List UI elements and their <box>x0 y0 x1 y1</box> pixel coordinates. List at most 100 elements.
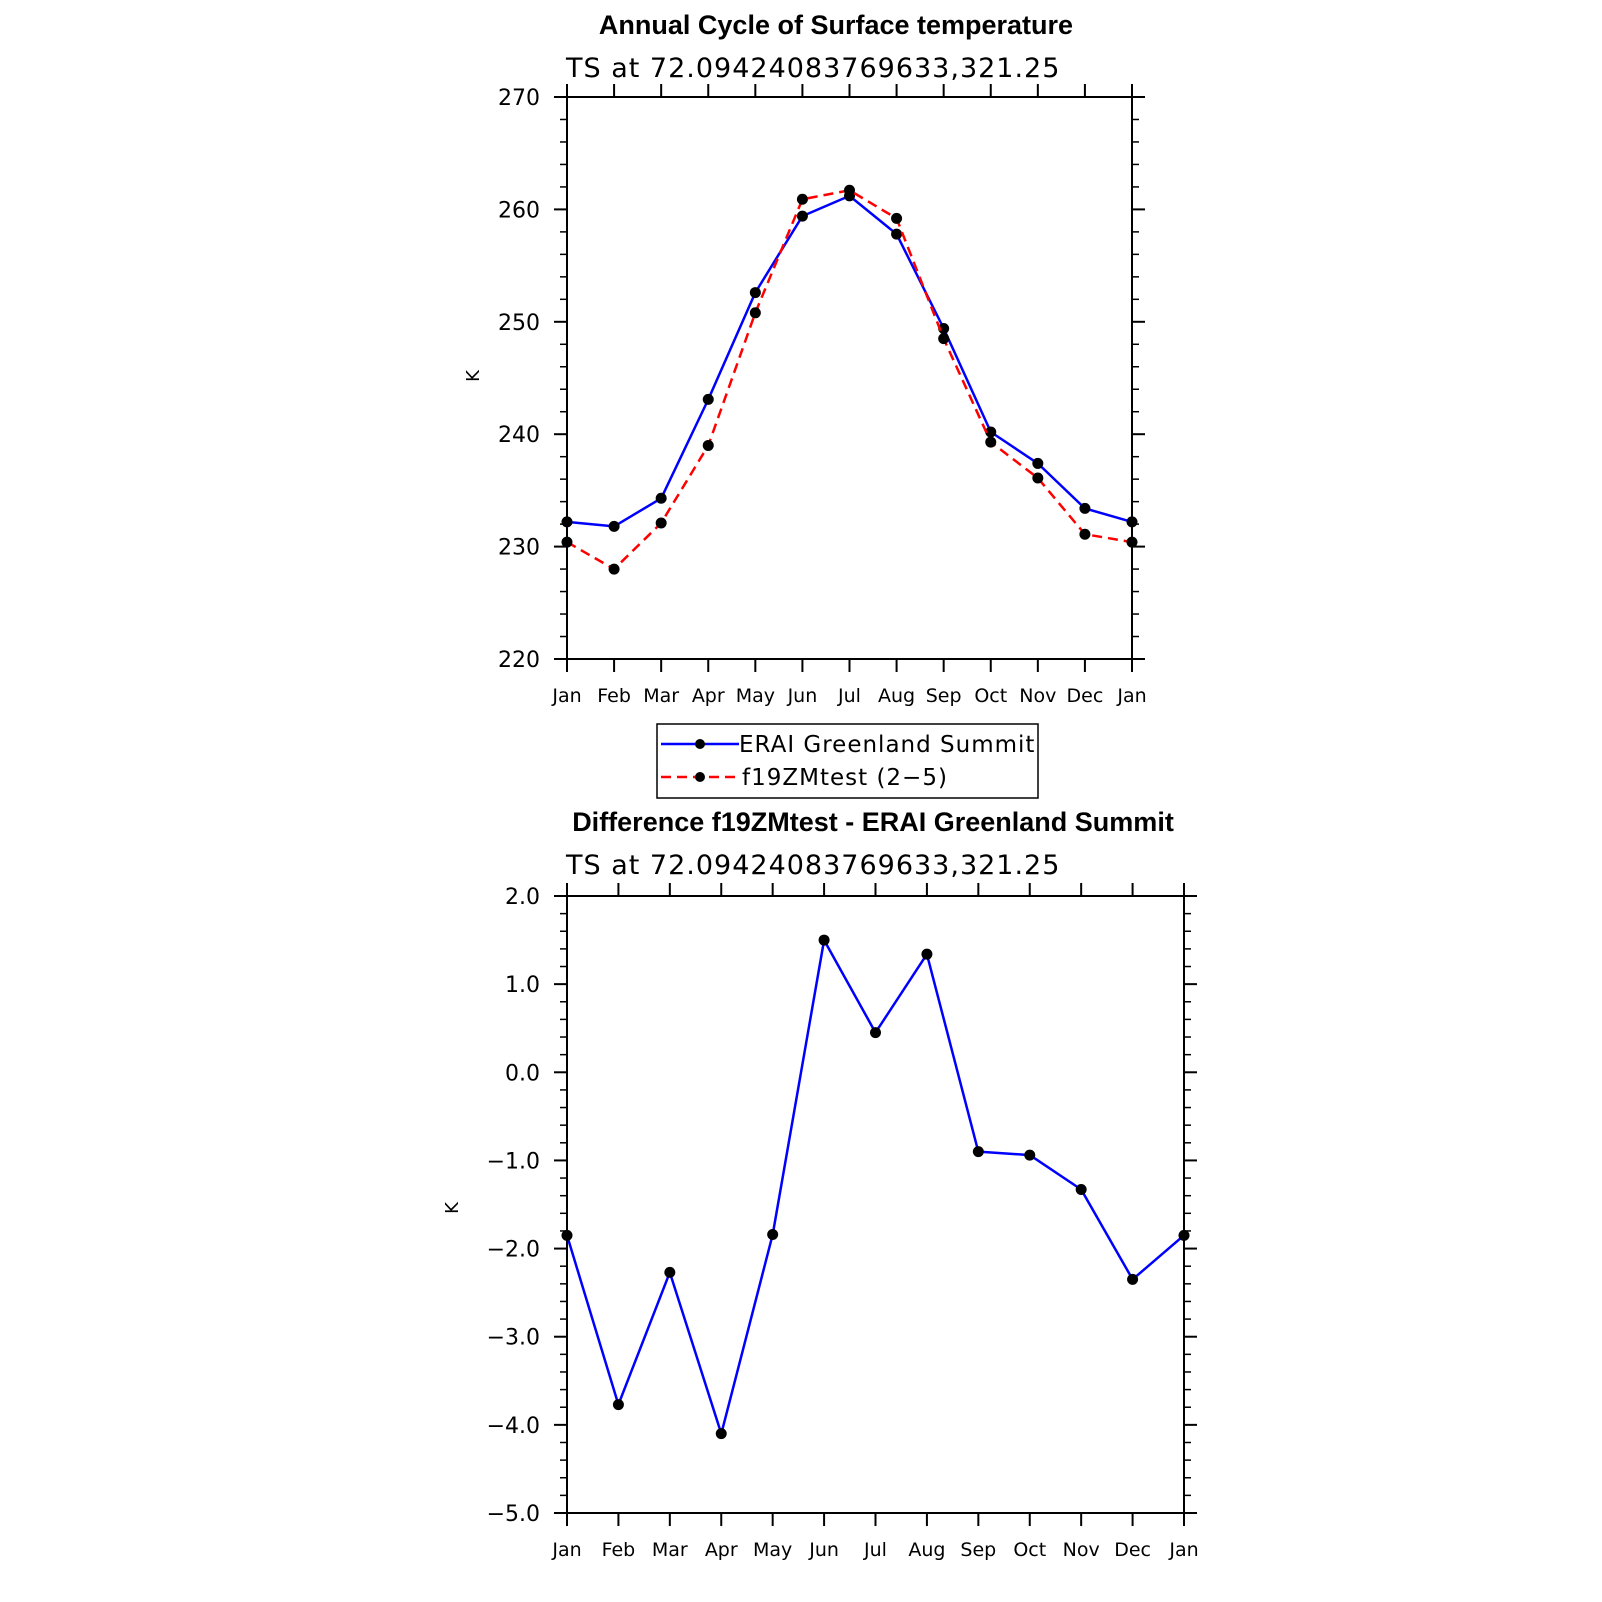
chart2-series-0-point <box>767 1228 779 1240</box>
chart2-x-tick-label: Nov <box>1063 1539 1100 1561</box>
chart1-series-0-point <box>1126 516 1138 528</box>
chart1-series-1-point <box>608 563 620 575</box>
legend-marker-f19zmtest <box>695 772 705 782</box>
chart2-x-tick-label: May <box>753 1539 792 1561</box>
chart1-series-1-point <box>891 212 903 224</box>
chart2-x-tick-label: Feb <box>602 1539 636 1561</box>
chart1-legend: ERAI Greenland Summit f19ZMtest (2−5) <box>656 723 1039 799</box>
chart1-series-1-point <box>985 436 997 448</box>
chart1-series-1-point <box>796 193 808 205</box>
chart1-x-tick-label: Mar <box>643 685 679 707</box>
legend-entry-f19zmtest: f19ZMtest (2−5) <box>661 765 948 791</box>
chart2-series-0-point <box>1127 1273 1139 1285</box>
chart1-y-tick-label: 230 <box>498 536 540 561</box>
chart1-series-0-point <box>702 393 714 405</box>
chart2-y-tick-label: −1.0 <box>487 1149 540 1174</box>
chart2-title: Difference f19ZMtest - ERAI Greenland Su… <box>572 807 1174 837</box>
chart2-subtitle: TS at 72.09424083769633,321.25 <box>565 850 1060 881</box>
chart1-title: Annual Cycle of Surface temperature <box>599 10 1073 40</box>
chart1-series-1-point <box>938 333 950 345</box>
chart1-series-0-point <box>985 426 997 438</box>
chart2-x-tick-label: Apr <box>705 1539 738 1561</box>
chart1-series-1-point <box>1079 528 1091 540</box>
chart1-series-0-line <box>566 194 1133 528</box>
chart1-series-0-point <box>655 492 667 504</box>
chart2-x-tick-label: Jan <box>551 1539 581 1561</box>
chart1-series-0-point <box>796 210 808 222</box>
chart2-series-0-point <box>870 1027 881 1039</box>
chart2-series-0-point <box>664 1266 676 1278</box>
legend-box <box>656 723 1039 799</box>
chart1-y-tick-label: 250 <box>498 311 540 336</box>
chart2-x-tick-label: Mar <box>652 1539 688 1561</box>
chart1-x-tick-label: Nov <box>1019 685 1056 707</box>
chart1-y-axis-label: K <box>463 369 484 382</box>
chart2-x-tick-label: Sep <box>960 1539 996 1561</box>
chart2-x-tick-label: Jan <box>1168 1539 1198 1561</box>
chart2-y-axis-label: K <box>442 1201 463 1214</box>
legend-label-f19zmtest: f19ZMtest (2−5) <box>742 765 948 791</box>
legend-marker-erai <box>695 739 705 749</box>
chart1-series-0-point <box>938 323 950 335</box>
chart-difference: Difference f19ZMtest - ERAI Greenland Su… <box>442 807 1199 1561</box>
chart2-y-tick-label: −2.0 <box>487 1238 540 1263</box>
chart2-x-tick-labels: Jan Feb Mar Apr May Jun Jul Aug Sep Oct Nov Dec Jan <box>551 1539 1198 1561</box>
chart2-series-0-point <box>921 948 933 960</box>
chart2-y-tick-label: −3.0 <box>487 1326 540 1351</box>
chart1-y-tick-label: 220 <box>498 648 540 673</box>
chart2-y-tick-label: 2.0 <box>505 885 540 910</box>
chart2-y-tick-label: −4.0 <box>487 1414 540 1439</box>
chart2-series-0-line <box>565 938 1185 1435</box>
chart1-subtitle: TS at 72.09424083769633,321.25 <box>565 53 1060 84</box>
chart1-y-tick-label: 240 <box>498 423 540 448</box>
chart1-x-tick-label: Jan <box>551 685 581 707</box>
legend-label-erai: ERAI Greenland Summit <box>739 732 1035 758</box>
chart1-x-tick-label: Feb <box>597 685 631 707</box>
chart2-x-tick-label: Jun <box>808 1539 839 1561</box>
chart2-y-tick-label: −5.0 <box>487 1502 540 1527</box>
chart1-x-tick-label: Jan <box>1116 685 1146 707</box>
chart1-series-0-point <box>749 287 761 299</box>
chart1-series-1-point <box>1126 536 1138 548</box>
chart1-y-tick-label: 270 <box>498 86 540 111</box>
chart2-series-0-point <box>1178 1229 1190 1241</box>
chart1-series <box>561 184 1138 575</box>
chart1-series-0-point <box>891 228 903 240</box>
chart1-series-1-point <box>749 307 761 319</box>
chart2-series <box>561 934 1190 1440</box>
chart1-series-1-line <box>566 189 1133 571</box>
chart1-y-tick-label: 260 <box>498 198 540 223</box>
chart2-series-0-point <box>818 934 830 946</box>
chart2-series-0-point <box>1024 1149 1036 1161</box>
chart1-x-tick-labels: Jan Feb Mar Apr May Jun Jul Aug Sep Oct Nov Dec Jan <box>551 685 1146 707</box>
legend-entry-erai: ERAI Greenland Summit <box>661 732 1035 758</box>
chart1-axes <box>554 84 1145 672</box>
chart1-series-1-point <box>561 536 573 548</box>
chart1-series-1-point <box>844 184 855 196</box>
chart1-series-0-point <box>608 520 620 532</box>
chart1-series-1-point <box>655 517 667 529</box>
chart2-x-tick-label: Oct <box>1013 1539 1046 1561</box>
chart2-y-tick-labels: −5.0 −4.0 −3.0 −2.0 −1.0 0.0 1.0 2.0 <box>487 885 540 1527</box>
chart2-y-tick-label: 1.0 <box>505 973 540 998</box>
chart1-x-tick-label: Jul <box>837 685 861 707</box>
chart2-plot-frame <box>566 895 1185 1514</box>
chart2-series-0-point <box>1075 1184 1087 1196</box>
chart1-x-tick-label: Aug <box>878 685 915 707</box>
chart1-plot-frame <box>566 96 1133 660</box>
chart1-series-1-point <box>702 439 714 451</box>
chart2-axes <box>554 883 1197 1526</box>
chart2-x-tick-label: Aug <box>908 1539 945 1561</box>
chart-annual-cycle: Annual Cycle of Surface temperature TS a… <box>463 10 1147 799</box>
chart2-series-0-point <box>612 1399 624 1411</box>
chart1-series-0-point <box>1032 457 1044 469</box>
chart2-x-tick-label: Jul <box>863 1539 887 1561</box>
chart1-series-0-point <box>561 516 573 528</box>
chart1-x-tick-label: Oct <box>974 685 1007 707</box>
chart1-x-tick-label: Dec <box>1067 685 1104 707</box>
chart1-x-tick-label: May <box>736 685 775 707</box>
chart1-x-tick-label: Apr <box>692 685 725 707</box>
chart2-series-0-point <box>715 1428 727 1440</box>
chart2-x-tick-label: Dec <box>1114 1539 1151 1561</box>
